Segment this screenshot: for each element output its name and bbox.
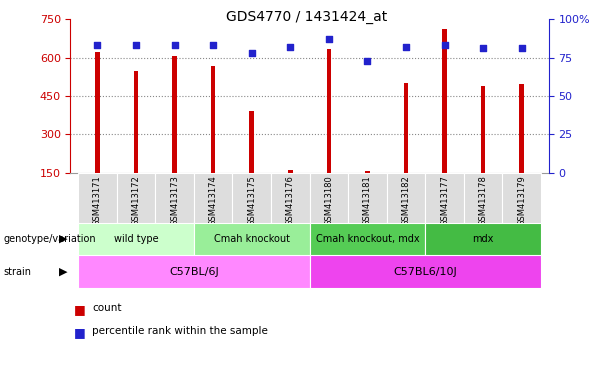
Bar bbox=[155, 173, 194, 223]
Bar bbox=[232, 173, 271, 223]
Bar bbox=[78, 255, 310, 288]
Text: Cmah knockout: Cmah knockout bbox=[214, 234, 290, 244]
Text: strain: strain bbox=[3, 266, 31, 277]
Text: ▶: ▶ bbox=[59, 234, 67, 244]
Bar bbox=[481, 86, 485, 173]
Text: ■: ■ bbox=[74, 326, 85, 339]
Text: GDS4770 / 1431424_at: GDS4770 / 1431424_at bbox=[226, 10, 387, 23]
Bar bbox=[134, 71, 139, 173]
Bar bbox=[194, 223, 310, 255]
Bar bbox=[425, 173, 464, 223]
Text: mdx: mdx bbox=[473, 234, 493, 244]
Bar bbox=[310, 173, 348, 223]
Point bbox=[131, 42, 141, 48]
Bar bbox=[310, 255, 541, 288]
Bar bbox=[95, 53, 100, 173]
Bar bbox=[78, 223, 194, 255]
Bar bbox=[310, 223, 425, 255]
Text: count: count bbox=[92, 303, 121, 313]
Text: ■: ■ bbox=[74, 303, 85, 316]
Point bbox=[362, 58, 372, 64]
Bar bbox=[327, 49, 331, 173]
Bar bbox=[519, 84, 524, 173]
Point bbox=[324, 36, 333, 42]
Bar bbox=[387, 173, 425, 223]
Point bbox=[93, 42, 102, 48]
Text: C57BL6/10J: C57BL6/10J bbox=[394, 266, 457, 277]
Bar bbox=[78, 173, 116, 223]
Text: GSM413180: GSM413180 bbox=[324, 175, 333, 226]
Bar bbox=[116, 173, 155, 223]
Bar bbox=[365, 171, 370, 173]
Text: ▶: ▶ bbox=[59, 266, 67, 277]
Text: GSM413182: GSM413182 bbox=[402, 175, 411, 226]
Point bbox=[247, 50, 257, 56]
Bar bbox=[442, 29, 447, 173]
Point bbox=[286, 44, 295, 50]
Text: genotype/variation: genotype/variation bbox=[3, 234, 96, 244]
Text: GSM413178: GSM413178 bbox=[479, 175, 487, 226]
Point bbox=[401, 44, 411, 50]
Text: GSM413179: GSM413179 bbox=[517, 175, 526, 226]
Point bbox=[478, 45, 488, 51]
Bar bbox=[249, 111, 254, 173]
Text: GSM413171: GSM413171 bbox=[93, 175, 102, 226]
Text: GSM413181: GSM413181 bbox=[363, 175, 372, 226]
Text: GSM413174: GSM413174 bbox=[208, 175, 218, 226]
Point bbox=[208, 42, 218, 48]
Text: GSM413175: GSM413175 bbox=[247, 175, 256, 226]
Point bbox=[170, 42, 180, 48]
Bar bbox=[172, 56, 177, 173]
Text: GSM413172: GSM413172 bbox=[132, 175, 140, 226]
Bar bbox=[211, 66, 216, 173]
Bar bbox=[288, 170, 292, 173]
Bar bbox=[403, 83, 408, 173]
Bar bbox=[464, 173, 503, 223]
Point bbox=[440, 42, 449, 48]
Text: GSM413177: GSM413177 bbox=[440, 175, 449, 226]
Text: Cmah knockout, mdx: Cmah knockout, mdx bbox=[316, 234, 419, 244]
Text: wild type: wild type bbox=[114, 234, 158, 244]
Bar bbox=[425, 223, 541, 255]
Point bbox=[517, 45, 527, 51]
Text: GSM413173: GSM413173 bbox=[170, 175, 179, 226]
Bar bbox=[194, 173, 232, 223]
Bar bbox=[271, 173, 310, 223]
Bar bbox=[503, 173, 541, 223]
Bar bbox=[348, 173, 387, 223]
Text: C57BL/6J: C57BL/6J bbox=[169, 266, 219, 277]
Text: GSM413176: GSM413176 bbox=[286, 175, 295, 226]
Text: percentile rank within the sample: percentile rank within the sample bbox=[92, 326, 268, 336]
